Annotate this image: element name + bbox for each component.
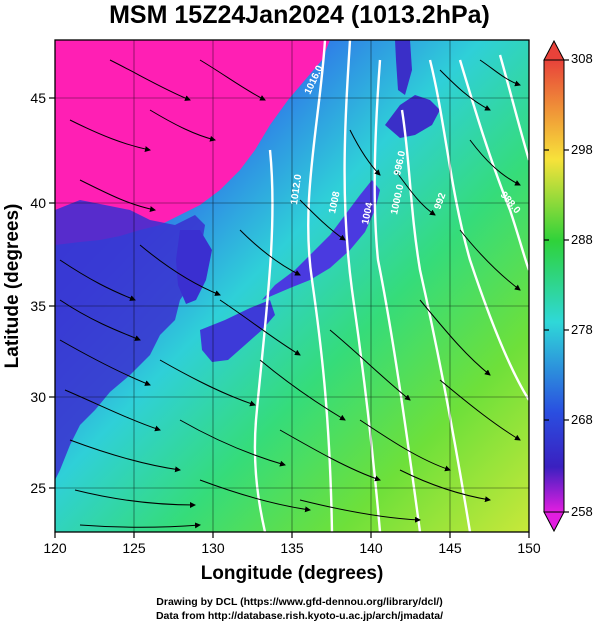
isobar-label: 996.0 (392, 149, 408, 176)
isobar-label: 1004 (360, 201, 375, 225)
colorbar-bottom-arrow (543, 511, 565, 533)
asia-mainland (55, 200, 205, 480)
japan-hokkaido (385, 95, 440, 138)
korean-peninsula (176, 230, 212, 304)
x-tick-label: 120 (43, 540, 67, 556)
y-tick-label: 40 (30, 195, 46, 211)
x-tick-label: 140 (359, 540, 383, 556)
cold-air-region (55, 40, 330, 245)
x-axis (54, 532, 530, 538)
x-tick-label: 150 (517, 540, 541, 556)
y-tick-label: 35 (30, 298, 46, 314)
x-axis-title: Longitude (degrees) (201, 563, 384, 584)
y-tick-label: 30 (30, 389, 46, 405)
y-tick-labels: 25 30 35 40 45 (30, 90, 46, 496)
isobar-label: 1012.0 (289, 173, 304, 205)
x-tick-label: 135 (280, 540, 304, 556)
colorbar-label: 268 (571, 412, 593, 427)
x-tick-label: 130 (201, 540, 225, 556)
x-tick-labels: 120 125 130 135 140 145 150 (43, 540, 541, 556)
plot-area: 1012.0 1008 1004 1000.0 996.0 992 988.0 … (55, 40, 529, 532)
credit-drawing: Drawing by DCL (https://www.gfd-dennou.o… (156, 596, 443, 608)
y-axis-title: Latitude (degrees) (2, 204, 23, 369)
map-title: MSM 15Z24Jan2024 (1013.2hPa) (109, 1, 490, 29)
isobar-label: 1008 (327, 190, 342, 214)
credit-data: Data from http://database.rish.kyoto-u.a… (155, 610, 444, 622)
colorbar-label: 288 (571, 232, 593, 247)
colorbar-label: 298 (571, 142, 593, 157)
sakhalin (395, 40, 412, 95)
grid-lines (55, 40, 529, 532)
colorbar: 308 298 288 278 268 258 (543, 39, 593, 533)
wind-vectors (59, 59, 521, 529)
colorbar-top-arrow (543, 39, 565, 61)
japan-kyushu-shikoku (200, 300, 275, 362)
colorbar-label: 308 (571, 51, 593, 66)
colorbar-label: 278 (571, 322, 593, 337)
colorbar-label: 258 (571, 504, 593, 519)
isobars (253, 40, 529, 532)
x-tick-label: 125 (122, 540, 146, 556)
y-tick-label: 25 (30, 480, 46, 496)
x-tick-label: 145 (438, 540, 462, 556)
y-axis (49, 97, 55, 489)
y-tick-label: 45 (30, 90, 46, 106)
japan-honshu (262, 180, 380, 300)
